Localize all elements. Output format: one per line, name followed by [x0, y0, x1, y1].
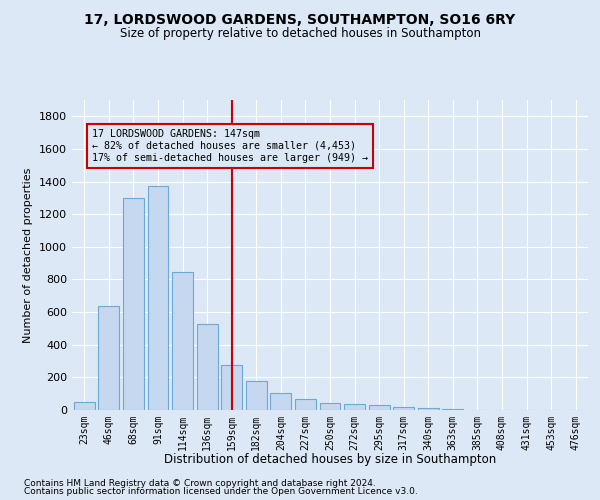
Text: Size of property relative to detached houses in Southampton: Size of property relative to detached ho… — [119, 28, 481, 40]
Text: 17 LORDSWOOD GARDENS: 147sqm
← 82% of detached houses are smaller (4,453)
17% of: 17 LORDSWOOD GARDENS: 147sqm ← 82% of de… — [92, 130, 368, 162]
Bar — [271, 393, 292, 410]
Bar — [368, 405, 389, 410]
Bar — [320, 404, 340, 410]
Bar — [148, 186, 169, 410]
Bar — [123, 198, 144, 410]
Bar — [172, 272, 193, 410]
Text: Contains public sector information licensed under the Open Government Licence v3: Contains public sector information licen… — [24, 487, 418, 496]
Bar — [295, 400, 316, 410]
Bar — [74, 402, 95, 410]
Bar — [442, 409, 463, 410]
Bar — [246, 382, 267, 410]
Text: Distribution of detached houses by size in Southampton: Distribution of detached houses by size … — [164, 452, 496, 466]
Bar — [393, 406, 414, 410]
Bar — [418, 408, 439, 410]
Bar — [344, 404, 365, 410]
Bar — [221, 365, 242, 410]
Text: Contains HM Land Registry data © Crown copyright and database right 2024.: Contains HM Land Registry data © Crown c… — [24, 478, 376, 488]
Bar — [98, 306, 119, 410]
Text: 17, LORDSWOOD GARDENS, SOUTHAMPTON, SO16 6RY: 17, LORDSWOOD GARDENS, SOUTHAMPTON, SO16… — [85, 12, 515, 26]
Y-axis label: Number of detached properties: Number of detached properties — [23, 168, 34, 342]
Bar — [197, 324, 218, 410]
